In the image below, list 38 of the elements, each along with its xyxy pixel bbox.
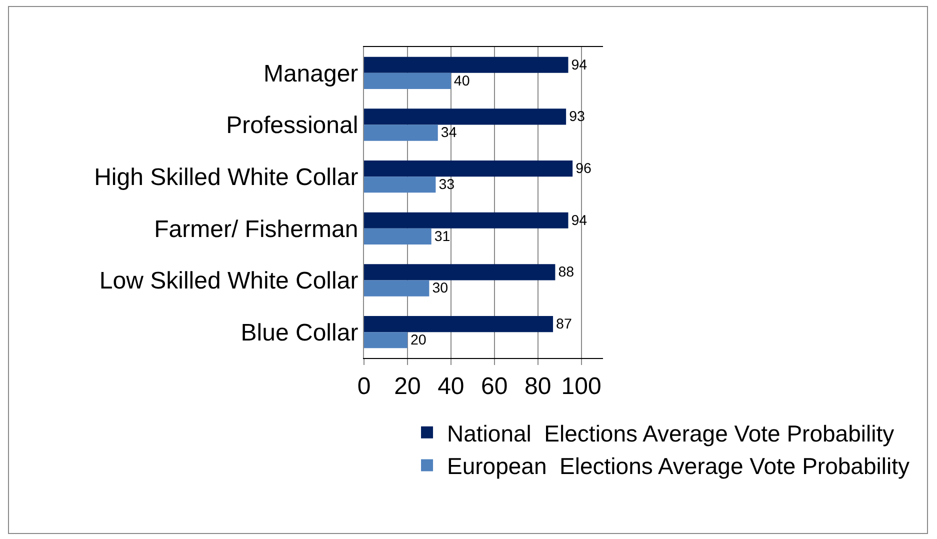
bar (364, 212, 568, 228)
data-label: 94 (571, 57, 588, 74)
y-tick-label: High Skilled White Collar (94, 164, 358, 191)
y-tick-label: Manager (263, 60, 358, 88)
x-tick-label: 100 (561, 372, 602, 400)
x-tick-label: 60 (481, 372, 508, 400)
data-label: 96 (576, 161, 592, 178)
bar (364, 72, 451, 89)
x-tick-label: 80 (524, 372, 552, 400)
bar (364, 264, 556, 280)
data-label: 34 (440, 125, 457, 142)
x-tick-label: 40 (438, 372, 464, 400)
data-label: 40 (454, 73, 470, 90)
data-label: 31 (434, 228, 450, 245)
legend-label: European Elections Average Vote Probability (447, 453, 910, 480)
data-label: 30 (432, 280, 448, 297)
y-tick-label: Farmer/ Fisherman (154, 216, 358, 243)
data-label: 87 (556, 316, 572, 333)
x-tick-label: 0 (357, 372, 371, 400)
bar (364, 160, 573, 177)
bar (364, 56, 568, 73)
data-label: 88 (558, 264, 574, 281)
bar (364, 228, 432, 244)
x-tick-label: 20 (394, 372, 421, 400)
bar (364, 316, 554, 332)
y-tick-label: Low Skilled White Collar (99, 268, 358, 295)
y-tick-label: Blue Collar (240, 319, 358, 346)
y-tick-label: Professional (226, 112, 358, 140)
bar (364, 108, 566, 125)
data-label: 33 (438, 177, 455, 194)
bar (364, 124, 438, 141)
data-label: 93 (569, 109, 586, 126)
bar (364, 176, 436, 193)
data-label: 20 (410, 332, 426, 349)
data-label: 94 (571, 212, 588, 229)
bar (364, 280, 430, 296)
legend-label: National Elections Average Vote Probability (447, 420, 895, 446)
bar (364, 332, 408, 348)
